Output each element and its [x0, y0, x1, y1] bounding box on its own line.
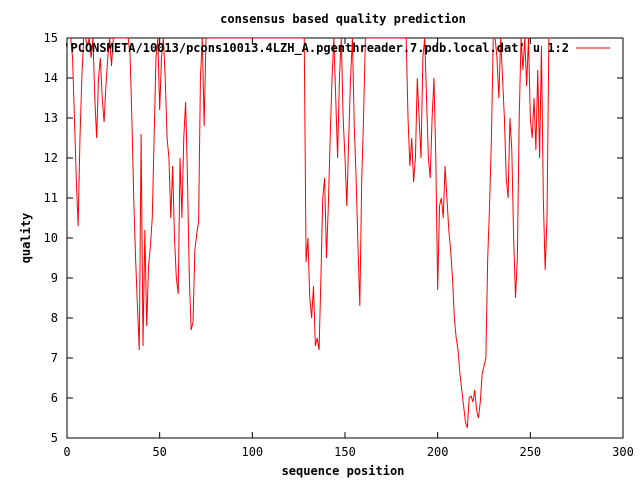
plot-frame: [66, 37, 624, 439]
series-layer: [68, 38, 551, 429]
legend-series-label: 'PCONSMETA/10013/pcons10013.4LZH_A.pgent…: [63, 41, 569, 56]
y-tick-label: 5: [51, 431, 58, 445]
y-axis-label: quality: [19, 213, 33, 264]
axis-tick-labels: 0 50 100 150 200 250 300 5 6 7 8 9 10 11 12 13 14 15: [44, 31, 634, 459]
x-tick-label: 50: [152, 445, 166, 459]
x-axis-label: sequence position: [282, 464, 405, 478]
x-tick-label: 100: [241, 445, 263, 459]
chart-title: consensus based quality prediction: [220, 12, 466, 26]
y-tick-label: 12: [44, 151, 58, 165]
x-tick-label: 300: [612, 445, 634, 459]
x-tick-label: 250: [519, 445, 541, 459]
x-tick-label: 0: [63, 445, 70, 459]
y-tick-label: 6: [51, 391, 58, 405]
series-line: [68, 38, 551, 429]
y-tick-label: 10: [44, 231, 58, 245]
y-tick-label: 8: [51, 311, 58, 325]
y-tick-label: 15: [44, 31, 58, 45]
y-tick-label: 14: [44, 71, 58, 85]
y-tick-label: 11: [44, 191, 58, 205]
x-tick-label: 200: [427, 445, 449, 459]
legend: 'PCONSMETA/10013/pcons10013.4LZH_A.pgent…: [63, 41, 610, 56]
x-tick-label: 150: [334, 445, 356, 459]
y-tick-label: 13: [44, 111, 58, 125]
axis-ticks: [66, 37, 624, 439]
y-tick-label: 9: [51, 271, 58, 285]
y-tick-label: 7: [51, 351, 58, 365]
